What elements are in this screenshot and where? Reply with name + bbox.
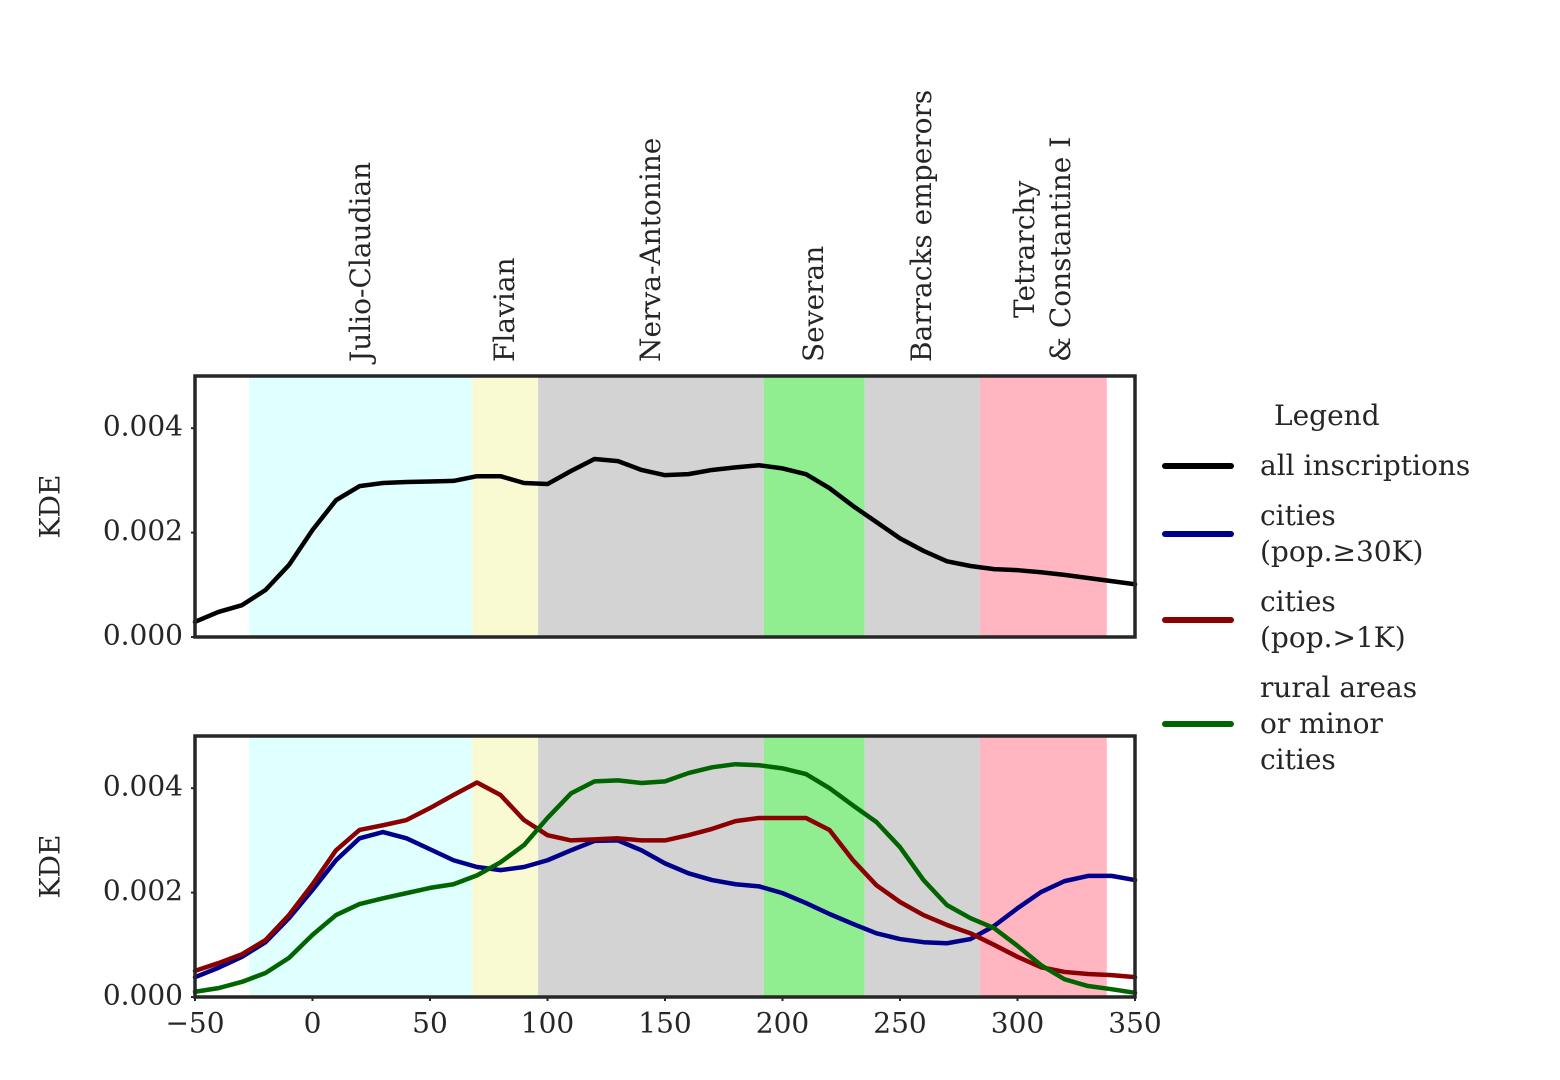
- period-band: [979, 736, 1107, 997]
- plot-frame: [193, 374, 1137, 639]
- series-line: [192, 780, 1138, 980]
- x-tick-label: 300: [991, 1007, 1044, 1040]
- y-tick-label: 0.004: [103, 770, 183, 803]
- legend-rows: all inscriptions cities (pop.≥30K) cities …: [1162, 448, 1470, 778]
- legend-entry: cities (pop.>1K): [1162, 584, 1470, 656]
- legend-entry: all inscriptions: [1162, 448, 1470, 484]
- period-label: Barracks emperors: [905, 89, 939, 362]
- y-tick-label: 0.002: [103, 514, 183, 547]
- legend-label: cities (pop.>1K): [1260, 585, 1406, 654]
- period-band: [979, 376, 1107, 637]
- period-band: [763, 376, 865, 637]
- x-tick-label: 200: [756, 1007, 809, 1040]
- legend: Legend all inscriptions cities (pop.≥30K)…: [1162, 398, 1470, 778]
- period-band: [249, 736, 473, 997]
- period-band: [538, 376, 764, 637]
- y-tick-label: 0.000: [103, 979, 183, 1012]
- legend-title: Legend: [1274, 399, 1380, 432]
- y-axis-label: KDE: [34, 835, 67, 899]
- legend-label: rural areas or minor cities: [1260, 671, 1418, 776]
- legend-entry: rural areas or minor cities: [1162, 670, 1470, 778]
- period-label: Tetrarchy & Constantine I: [1008, 136, 1078, 362]
- plot-frame: [193, 734, 1137, 999]
- legend-swatch: [1162, 617, 1234, 623]
- period-label: Nerva-Antonine: [633, 137, 667, 362]
- x-tick-label: 0: [304, 1007, 322, 1040]
- legend-swatch: [1162, 463, 1234, 469]
- x-tick-label: 150: [638, 1007, 691, 1040]
- period-band: [249, 376, 473, 637]
- legend-label: cities (pop.≥30K): [1260, 499, 1424, 568]
- x-tick-label: 100: [521, 1007, 574, 1040]
- series-line: [192, 761, 1138, 996]
- legend-swatch: [1162, 721, 1234, 727]
- period-label: Flavian: [488, 257, 522, 362]
- y-axis-label: KDE: [34, 475, 67, 539]
- x-tick-label: 250: [873, 1007, 926, 1040]
- x-tick-label: 50: [412, 1007, 448, 1040]
- legend-swatch: [1162, 531, 1234, 537]
- x-tick-label: 350: [1108, 1007, 1161, 1040]
- y-tick-label: 0.002: [103, 874, 183, 907]
- period-band: [538, 736, 764, 997]
- period-band: [864, 736, 980, 997]
- period-band: [763, 736, 865, 997]
- y-tick-label: 0.000: [103, 619, 183, 652]
- legend-label: all inscriptions: [1260, 449, 1471, 482]
- series-line: [192, 456, 1138, 625]
- legend-entry: cities (pop.≥30K): [1162, 498, 1470, 570]
- period-label: Julio-Claudian: [343, 161, 377, 362]
- period-band: [864, 376, 980, 637]
- x-tick-label: −50: [165, 1007, 224, 1040]
- period-label: Severan: [797, 245, 831, 362]
- y-tick-label: 0.004: [103, 410, 183, 443]
- period-band: [472, 376, 539, 637]
